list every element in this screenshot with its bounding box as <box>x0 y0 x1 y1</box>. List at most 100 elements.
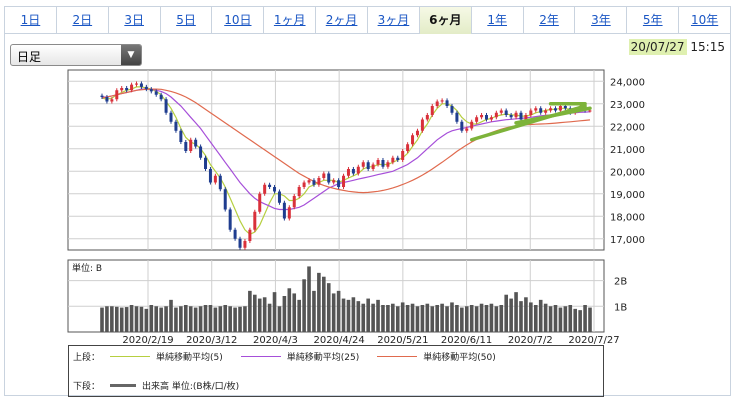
candle-body <box>302 182 306 187</box>
trendline-1 <box>514 106 592 125</box>
tab-9[interactable]: 1年 <box>471 6 524 34</box>
tab-1[interactable]: 2日 <box>56 6 109 34</box>
candle-body <box>110 99 114 102</box>
x-tick-label: 2020/6/11 <box>441 335 492 346</box>
volume-bar <box>395 306 400 332</box>
candle-body <box>223 189 227 210</box>
candle-body <box>376 160 380 165</box>
x-tick-label: 2020/7/27 <box>568 335 619 346</box>
candle-body <box>312 180 316 185</box>
volume-bar <box>479 303 484 332</box>
volume-bar <box>114 306 119 332</box>
candle-body <box>307 180 311 183</box>
volume-bar <box>331 293 336 332</box>
candle-body <box>322 173 326 178</box>
volume-bar <box>548 306 553 332</box>
volume-bar <box>105 306 109 332</box>
chevron-down-icon[interactable]: ▼ <box>121 45 141 65</box>
candle-body <box>529 110 533 115</box>
volume-bar <box>568 305 573 332</box>
tab-2[interactable]: 3日 <box>108 6 161 34</box>
volume-bar <box>376 299 380 332</box>
volume-bar <box>460 307 464 332</box>
candle-body <box>149 89 153 92</box>
volume-bar <box>435 305 439 332</box>
price-tick-label: 19,000 <box>610 190 645 201</box>
volume-bar <box>169 299 173 332</box>
volume-bar <box>558 307 563 332</box>
candle-body <box>248 229 252 241</box>
tab-7[interactable]: 3ヶ月 <box>368 6 420 34</box>
volume-bar <box>381 305 385 332</box>
x-tick-label: 2020/2/19 <box>122 335 173 346</box>
candle-body <box>425 115 429 120</box>
candle-body <box>499 110 503 113</box>
candle-body <box>342 175 346 187</box>
candle-body <box>504 110 508 115</box>
candle-body <box>415 130 419 136</box>
ma-line-1 <box>102 88 591 211</box>
volume-bar <box>322 276 326 332</box>
volume-bar <box>134 306 139 332</box>
volume-bar <box>524 297 528 332</box>
candle-body <box>445 100 449 106</box>
candle-body <box>258 193 262 212</box>
volume-bar <box>233 307 237 332</box>
candle-body <box>174 121 178 131</box>
tab-4[interactable]: 10日 <box>212 6 265 34</box>
candle-body <box>475 117 479 122</box>
period-tabs: 1日 2日 3日 5日 10日 1ヶ月 2ヶ月 3ヶ月 6ヶ月 1年 2年 3年 5年 10年 <box>4 6 732 34</box>
volume-bar <box>361 303 366 332</box>
volume-bar <box>100 307 104 332</box>
candle-body <box>115 90 119 100</box>
tab-6[interactable]: 2ヶ月 <box>316 6 369 34</box>
legend: 上段： 単純移動平均(5) 単純移動平均(25) 単純移動平均(50) 下段： … <box>68 345 604 397</box>
tab-3[interactable]: 5日 <box>160 6 213 34</box>
volume-bar <box>272 292 277 332</box>
volume-bar <box>183 305 188 332</box>
tab-12[interactable]: 5年 <box>627 6 680 34</box>
timestamp: 20/07/27 15:15 <box>628 39 725 55</box>
tab-10[interactable]: 2年 <box>523 6 576 34</box>
volume-bar <box>110 306 114 332</box>
candle-body <box>125 88 129 91</box>
candle-body <box>465 128 469 131</box>
chart-panel <box>4 34 731 396</box>
candle-body <box>440 100 444 102</box>
volume-bar <box>124 307 129 332</box>
candle-body <box>277 191 281 203</box>
volume-bar <box>139 306 144 332</box>
candle-body <box>238 238 242 248</box>
volume-bar <box>425 303 430 332</box>
tab-8[interactable]: 6ヶ月 <box>419 6 472 34</box>
volume-bar <box>573 308 578 332</box>
candle-body <box>297 187 301 196</box>
candle-body <box>381 160 385 167</box>
candle-body <box>430 106 434 115</box>
candle-body <box>484 115 488 120</box>
volume-bar <box>351 297 356 332</box>
candle-body <box>435 101 439 106</box>
candle-body <box>159 94 163 100</box>
volume-bar <box>415 306 420 332</box>
volume-bar <box>563 306 568 332</box>
tab-13[interactable]: 10年 <box>679 6 732 34</box>
volume-bar <box>228 306 232 332</box>
chart-type-select[interactable]: 日足 ▼ <box>10 44 142 66</box>
volume-bar <box>144 308 149 332</box>
volume-bar <box>129 305 134 332</box>
candle-body <box>135 83 139 85</box>
volume-bar <box>188 306 193 332</box>
price-plot-frame <box>67 69 605 251</box>
volume-bar <box>469 305 474 332</box>
volume-bar <box>287 288 292 332</box>
volume-bar <box>277 306 282 332</box>
candle-body <box>391 157 395 163</box>
tab-0[interactable]: 1日 <box>4 6 57 34</box>
volume-bar <box>484 305 489 332</box>
candle-body <box>169 112 173 122</box>
candle-body <box>489 117 493 120</box>
tab-5[interactable]: 1ヶ月 <box>264 6 317 34</box>
tab-11[interactable]: 3年 <box>575 6 628 34</box>
volume-bar <box>203 305 208 332</box>
